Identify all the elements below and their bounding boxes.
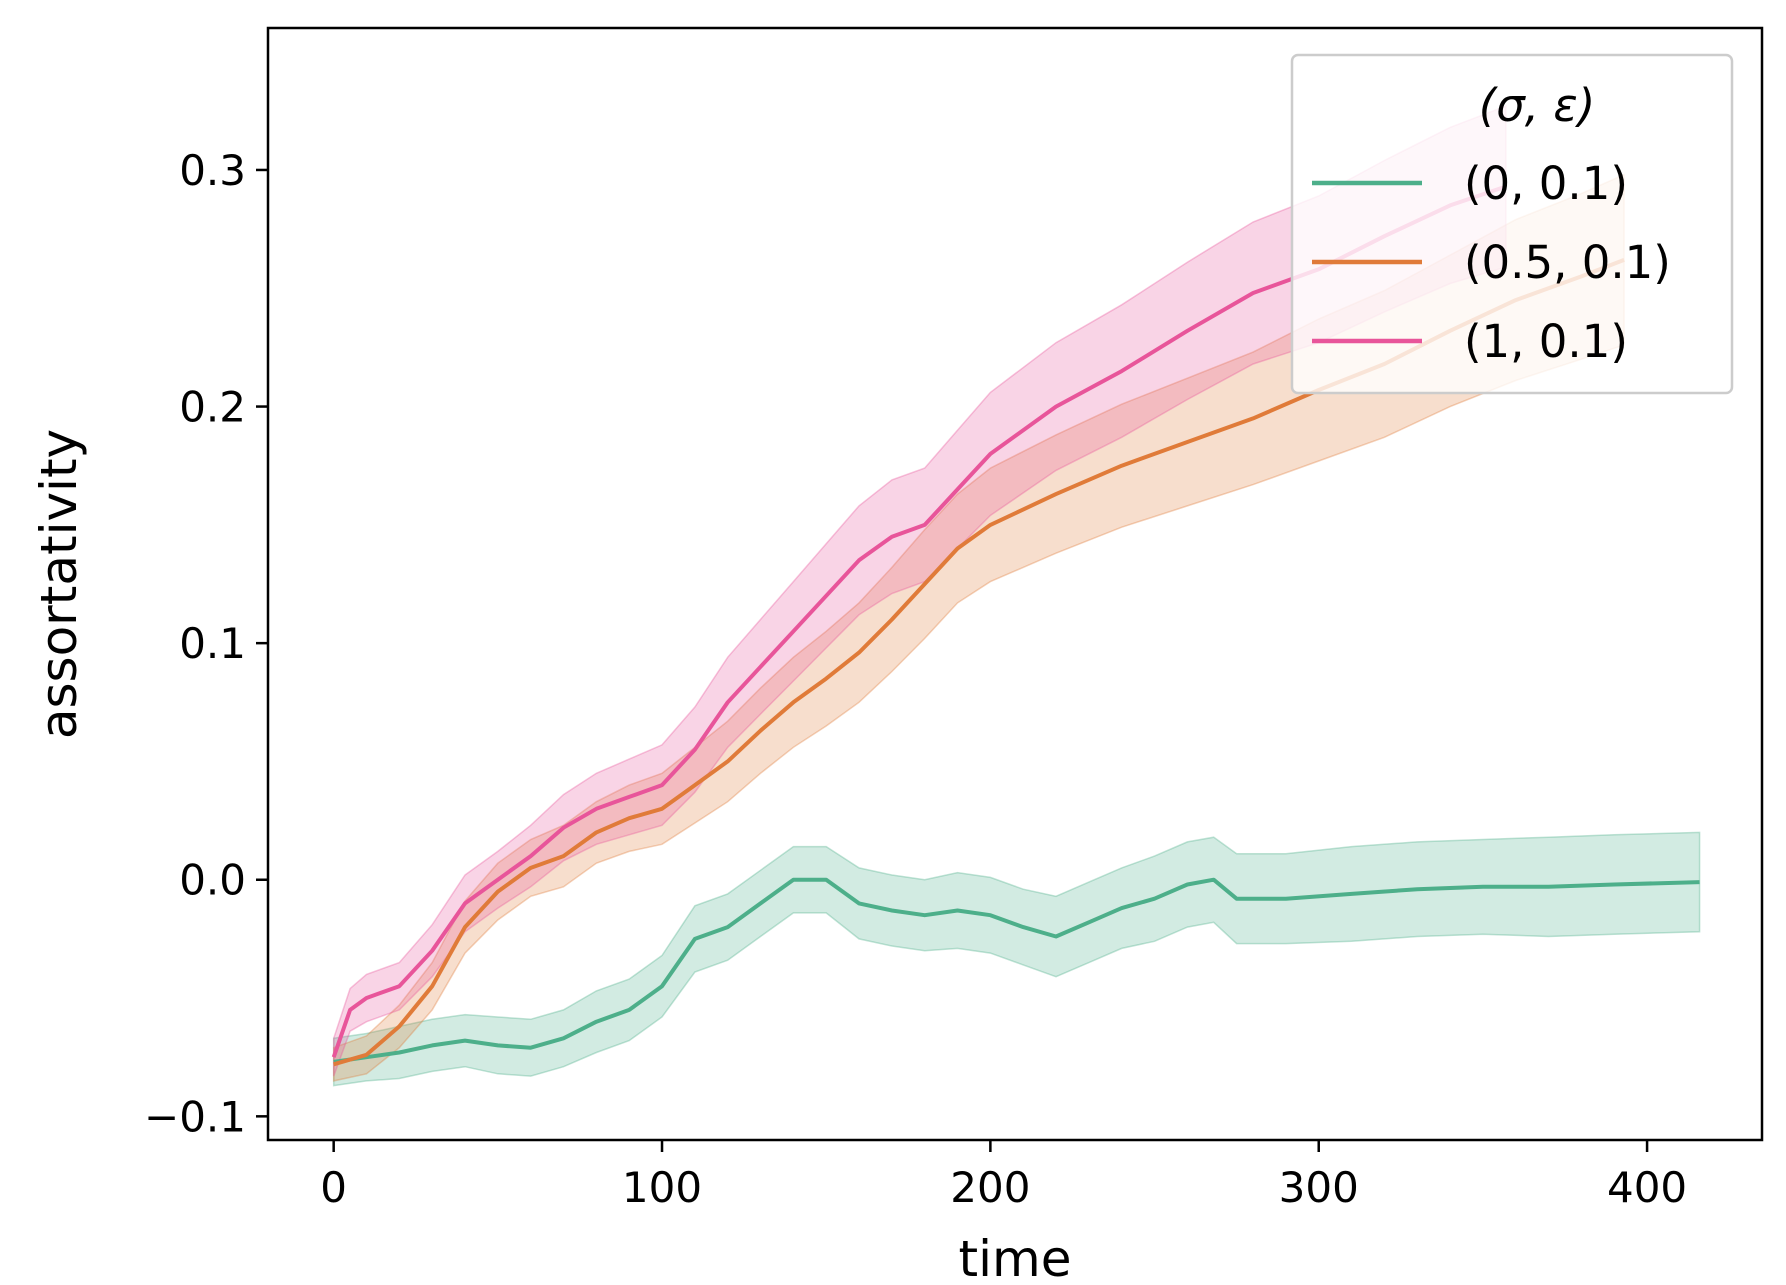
legend-label-3: (1, 0.1) bbox=[1464, 315, 1628, 368]
legend-items: (0, 0.1) (0.5, 0.1) (1, 0.1) bbox=[1312, 157, 1671, 368]
legend-title: (σ, ε) bbox=[1479, 79, 1596, 132]
legend: (σ, ε) (0, 0.1) (0.5, 0.1) (1, 0.1) bbox=[1290, 53, 1734, 395]
y-tick-label: 0.0 bbox=[179, 856, 246, 905]
y-axis-ticks: −0.1 0.0 0.1 0.2 0.3 bbox=[144, 146, 268, 1141]
x-axis-label: time bbox=[959, 1230, 1072, 1285]
series-line-3 bbox=[331, 184, 1507, 1058]
legend-label-1: (0, 0.1) bbox=[1464, 157, 1628, 210]
y-axis-label: assortativity bbox=[30, 429, 88, 739]
x-tick-label: 0 bbox=[320, 1163, 347, 1212]
x-tick-label: 100 bbox=[622, 1163, 702, 1212]
legend-box bbox=[1290, 53, 1734, 395]
series-band-1 bbox=[332, 831, 1701, 1087]
x-tick-label: 300 bbox=[1279, 1163, 1359, 1212]
series-line-1 bbox=[333, 877, 1700, 1064]
x-tick-label: 200 bbox=[950, 1163, 1030, 1212]
y-tick-label: 0.1 bbox=[179, 619, 246, 668]
x-axis-ticks: 0 100 200 300 400 bbox=[320, 1140, 1687, 1212]
y-tick-label: 0.2 bbox=[179, 383, 246, 432]
legend-label-2: (0.5, 0.1) bbox=[1464, 236, 1671, 289]
x-tick-label: 400 bbox=[1607, 1163, 1687, 1212]
plot-frame bbox=[266, 26, 1764, 1142]
y-tick-label: 0.3 bbox=[179, 146, 246, 195]
y-tick-label: −0.1 bbox=[144, 1092, 246, 1141]
